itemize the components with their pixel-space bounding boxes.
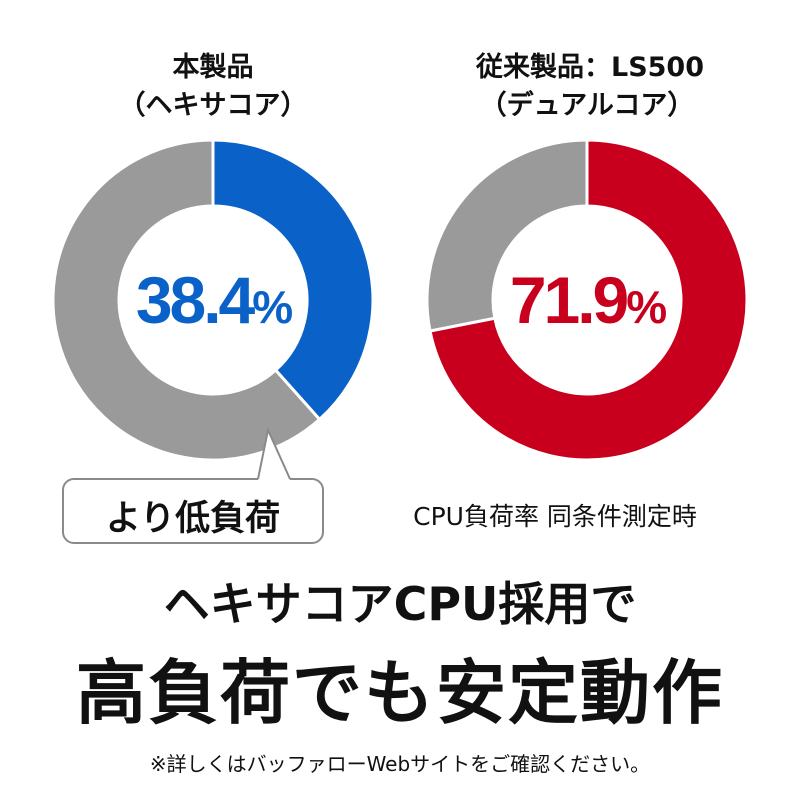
- callout-box: より低負荷: [62, 478, 324, 544]
- measurement-note: CPU負荷率 同条件測定時: [413, 502, 697, 531]
- left-value-number: 38.4: [135, 263, 255, 337]
- left-chart-subtitle: （ヘキサコア）: [118, 90, 308, 121]
- right-donut-rest-slice: [425, 138, 589, 333]
- left-donut-value-slice: [211, 138, 375, 422]
- headline-line2: 高負荷でも安定動作: [76, 652, 724, 734]
- callout-text: より低負荷: [105, 499, 281, 539]
- right-chart-value: 71.9%: [487, 262, 687, 338]
- headline-line1: ヘキサコアCPU採用で: [163, 577, 637, 631]
- left-chart-value: 38.4%: [113, 262, 313, 338]
- right-value-number: 71.9: [509, 263, 629, 337]
- footnote: ※詳しくはバッファローWebサイトをご確認ください。: [149, 752, 651, 776]
- left-chart-title: 本製品: [172, 52, 254, 83]
- right-chart-subtitle: （デュアルコア）: [479, 90, 695, 121]
- right-chart-title: 従来製品：LS500: [475, 52, 704, 83]
- left-value-unit: %: [252, 281, 293, 333]
- right-donut-value-slice: [428, 138, 749, 462]
- left-donut-rest-slice: [51, 138, 322, 462]
- right-value-unit: %: [626, 281, 667, 333]
